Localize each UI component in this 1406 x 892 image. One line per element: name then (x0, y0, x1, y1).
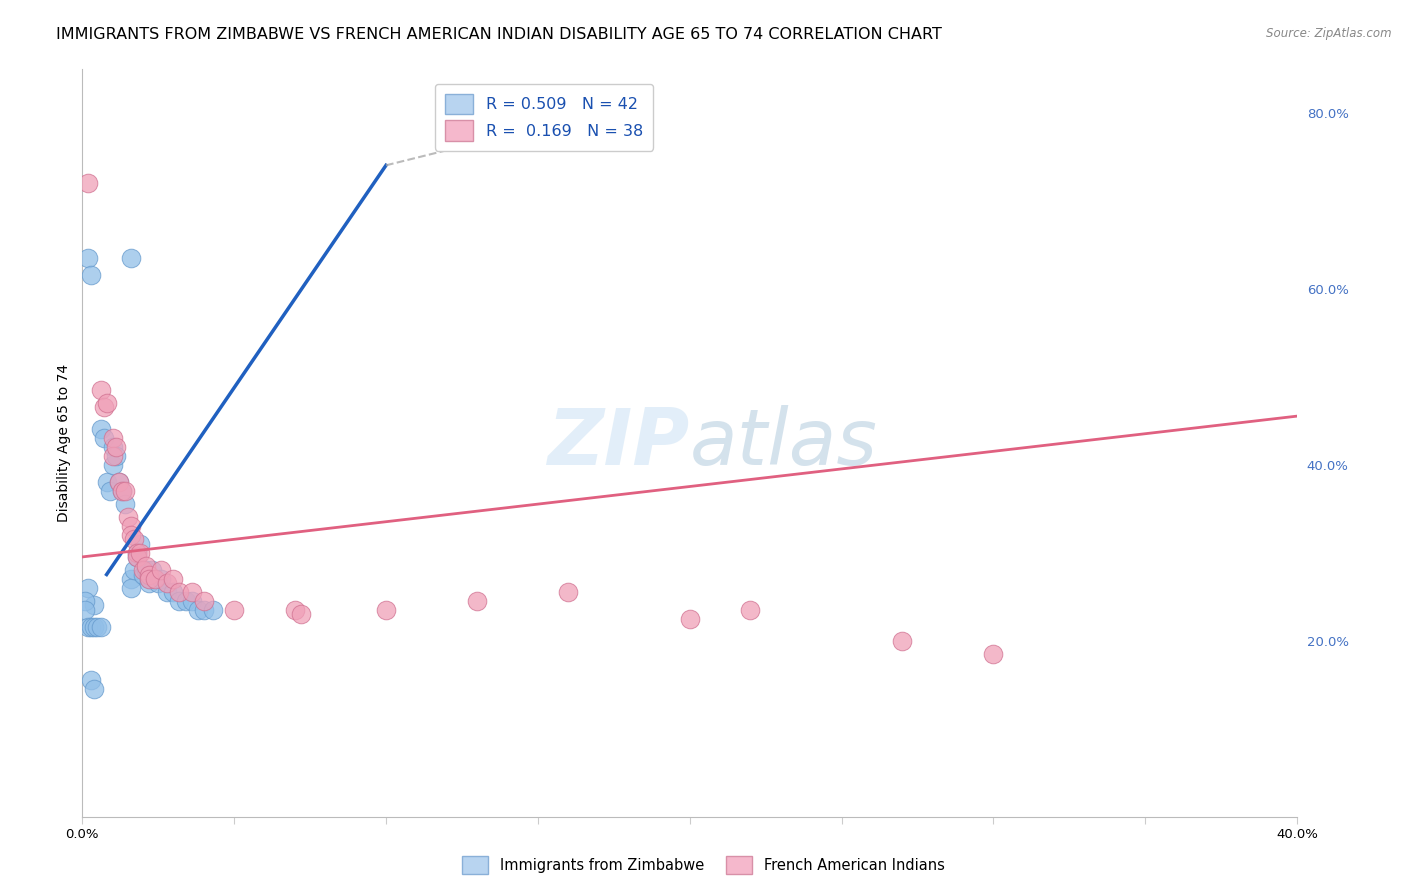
Point (143, 572, 166, 586)
Point (148, 576, 170, 591)
Point (891, 633, 914, 648)
Text: Source: ZipAtlas.com: Source: ZipAtlas.com (1267, 27, 1392, 40)
Point (135, 558, 157, 573)
Point (77, 251, 100, 265)
Point (80, 268, 103, 283)
Point (224, 603, 246, 617)
Point (125, 549, 148, 564)
Point (120, 251, 142, 265)
Point (101, 458, 124, 472)
Point (80, 620, 103, 634)
Point (132, 567, 155, 582)
Point (93, 401, 115, 415)
Point (80, 673, 103, 687)
Point (174, 594, 197, 608)
Point (125, 549, 148, 564)
Point (96, 475, 118, 489)
Point (180, 585, 202, 599)
Point (129, 545, 152, 559)
Point (138, 576, 160, 591)
Point (169, 585, 191, 599)
Point (193, 603, 215, 617)
Point (77, 176, 100, 190)
Point (150, 563, 173, 577)
Legend: Immigrants from Zimbabwe, French American Indians: Immigrants from Zimbabwe, French America… (456, 850, 950, 880)
Point (290, 607, 312, 621)
Point (162, 585, 184, 599)
Point (83, 681, 105, 696)
Point (120, 528, 142, 542)
Point (120, 572, 142, 586)
Point (101, 431, 124, 445)
Point (120, 581, 142, 595)
Point (75, 594, 97, 608)
Point (156, 585, 179, 599)
Point (138, 572, 160, 586)
Text: ZIP: ZIP (547, 404, 690, 481)
Point (101, 449, 124, 463)
Point (132, 563, 155, 577)
Point (122, 563, 145, 577)
Point (557, 585, 579, 599)
Point (89, 620, 111, 634)
Point (86, 620, 108, 634)
Point (180, 594, 202, 608)
Point (138, 572, 160, 586)
Point (138, 567, 160, 582)
Text: IMMIGRANTS FROM ZIMBABWE VS FRENCH AMERICAN INDIAN DISABILITY AGE 65 TO 74 CORRE: IMMIGRANTS FROM ZIMBABWE VS FRENCH AMERI… (56, 27, 942, 42)
Point (465, 594, 488, 608)
Point (740, 603, 762, 617)
Point (107, 475, 129, 489)
Point (107, 475, 129, 489)
Point (98, 483, 121, 498)
Point (101, 440, 124, 454)
Point (193, 594, 215, 608)
Point (135, 563, 157, 577)
Point (120, 519, 142, 533)
Point (114, 497, 136, 511)
Point (89, 422, 111, 436)
Point (77, 620, 100, 634)
Point (375, 603, 398, 617)
Point (77, 581, 100, 595)
Point (117, 510, 139, 524)
Point (93, 431, 115, 445)
Point (983, 647, 1005, 661)
Point (122, 533, 145, 547)
Point (104, 449, 127, 463)
Point (104, 440, 127, 454)
Point (129, 537, 152, 551)
Point (162, 572, 184, 586)
Point (83, 599, 105, 613)
Point (284, 603, 307, 617)
Point (111, 483, 134, 498)
Point (125, 545, 148, 559)
Point (111, 483, 134, 498)
Point (679, 611, 702, 625)
Point (75, 603, 97, 617)
Point (125, 545, 148, 559)
Point (187, 603, 209, 617)
Point (96, 396, 118, 410)
Point (89, 383, 111, 397)
Text: atlas: atlas (690, 404, 877, 481)
Point (141, 563, 163, 577)
Legend: R = 0.509   N = 42, R =  0.169   N = 38: R = 0.509 N = 42, R = 0.169 N = 38 (434, 84, 652, 151)
Point (114, 483, 136, 498)
Point (83, 620, 105, 634)
Point (201, 603, 224, 617)
Y-axis label: Disability Age 65 to 74: Disability Age 65 to 74 (58, 363, 72, 522)
Point (150, 572, 173, 586)
Point (156, 576, 179, 591)
Point (169, 594, 191, 608)
